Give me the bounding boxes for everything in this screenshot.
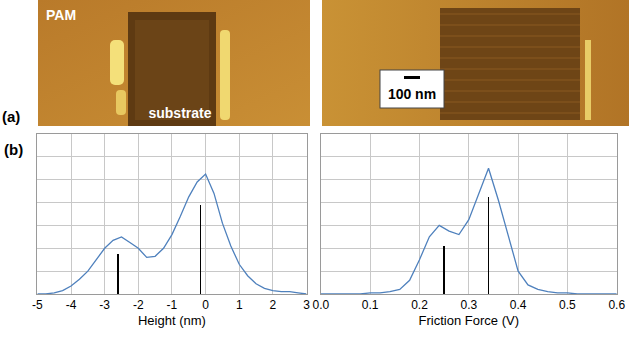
svg-text:-4: -4: [66, 298, 77, 312]
svg-text:-3: -3: [99, 298, 110, 312]
svg-text:0.1: 0.1: [362, 298, 379, 312]
svg-text:substrate: substrate: [148, 105, 211, 121]
svg-text:1: 1: [236, 298, 243, 312]
svg-text:0.2: 0.2: [411, 298, 428, 312]
svg-text:2: 2: [270, 298, 277, 312]
svg-text:PAM: PAM: [46, 7, 76, 23]
svg-text:100 nm: 100 nm: [388, 86, 436, 102]
svg-text:Height (nm): Height (nm): [138, 313, 206, 328]
svg-text:0.0: 0.0: [313, 298, 330, 312]
svg-text:0.4: 0.4: [510, 298, 527, 312]
svg-text:3: 3: [303, 298, 310, 312]
svg-text:Friction Force (V): Friction Force (V): [419, 313, 519, 328]
svg-text:0: 0: [202, 298, 209, 312]
svg-text:0.6: 0.6: [608, 298, 625, 312]
svg-text:0.3: 0.3: [460, 298, 477, 312]
svg-text:-5: -5: [32, 298, 43, 312]
svg-text:0.5: 0.5: [559, 298, 576, 312]
svg-text:-1: -1: [167, 298, 178, 312]
svg-text:(b): (b): [4, 141, 23, 158]
svg-text:(a): (a): [2, 108, 20, 125]
svg-text:-2: -2: [133, 298, 144, 312]
